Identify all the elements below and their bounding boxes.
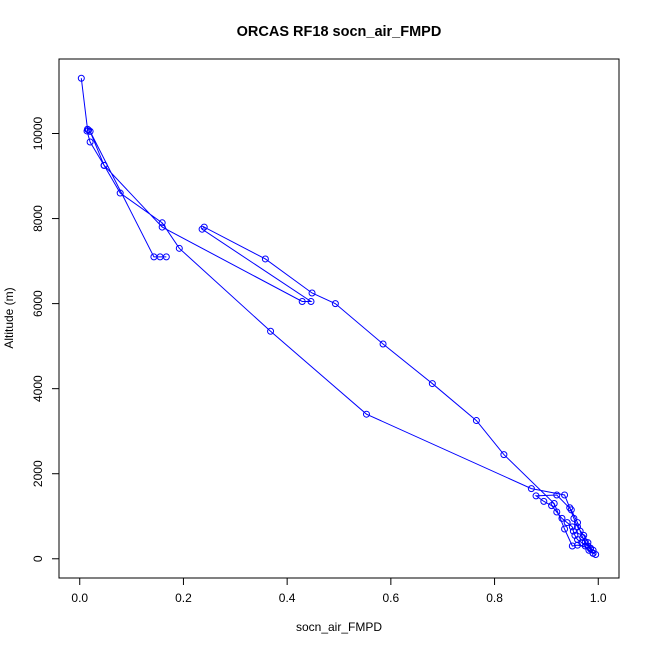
- y-tick-label: 6000: [31, 290, 45, 317]
- data-point: [553, 491, 561, 499]
- data-point: [308, 289, 316, 297]
- x-axis-label: socn_air_FMPD: [296, 620, 382, 634]
- y-tick-label: 0: [31, 555, 45, 562]
- data-point: [267, 327, 275, 335]
- data-point: [540, 497, 548, 505]
- chart-title: ORCAS RF18 socn_air_FMPD: [237, 24, 442, 40]
- data-point: [576, 527, 584, 535]
- data-point: [77, 74, 85, 82]
- data-point: [574, 541, 582, 549]
- data-point: [298, 297, 306, 305]
- y-axis-label: Altitude (m): [2, 287, 16, 348]
- x-tick-label: 0.6: [383, 591, 400, 605]
- data-point: [561, 491, 569, 499]
- data-point: [472, 417, 480, 425]
- y-tick-label: 2000: [31, 460, 45, 487]
- x-tick-label: 0.0: [71, 591, 88, 605]
- data-point: [116, 189, 124, 197]
- data-point: [566, 504, 574, 512]
- data-point: [428, 380, 436, 388]
- data-point: [86, 127, 94, 135]
- data-point: [527, 485, 535, 493]
- data-point: [570, 514, 578, 522]
- data-point: [307, 297, 315, 305]
- data-point: [86, 138, 94, 146]
- x-tick-label: 0.8: [486, 591, 503, 605]
- x-tick-label: 0.4: [279, 591, 296, 605]
- y-tick-label: 4000: [31, 375, 45, 402]
- x-axis: 0.0 0.2 0.4 0.6 0.8 1.0: [71, 577, 607, 605]
- data-point: [162, 253, 170, 261]
- data-point: [500, 451, 508, 459]
- data-point: [561, 525, 569, 533]
- data-point: [362, 410, 370, 418]
- data-point: [563, 519, 571, 527]
- x-tick-label: 1.0: [590, 591, 607, 605]
- y-axis: 0 2000 4000 6000 8000 10000: [31, 116, 60, 562]
- data-point: [550, 499, 558, 507]
- data-point: [558, 514, 566, 522]
- data-point: [261, 255, 269, 263]
- data-point: [568, 523, 576, 531]
- data-point: [158, 219, 166, 227]
- data-point: [83, 127, 91, 135]
- data-point: [567, 506, 575, 514]
- data-point: [553, 508, 561, 516]
- y-tick-label: 10000: [31, 116, 45, 150]
- data-point: [585, 546, 593, 554]
- data-point: [200, 223, 208, 231]
- data-point: [331, 300, 339, 308]
- data-point: [586, 544, 594, 552]
- y-tick-label: 8000: [31, 205, 45, 232]
- data-point: [574, 519, 582, 527]
- data-point: [379, 340, 387, 348]
- data-point: [100, 161, 108, 169]
- data-point: [571, 531, 579, 539]
- data-point: [569, 527, 577, 535]
- data-point: [158, 223, 166, 231]
- x-tick-label: 0.2: [175, 591, 192, 605]
- data-point: [568, 542, 576, 550]
- data-point: [198, 225, 206, 233]
- series-layer: [77, 74, 600, 559]
- data-point: [175, 244, 183, 252]
- series-line: [80, 78, 596, 555]
- data-point: [532, 492, 540, 500]
- plot-frame: [58, 58, 620, 579]
